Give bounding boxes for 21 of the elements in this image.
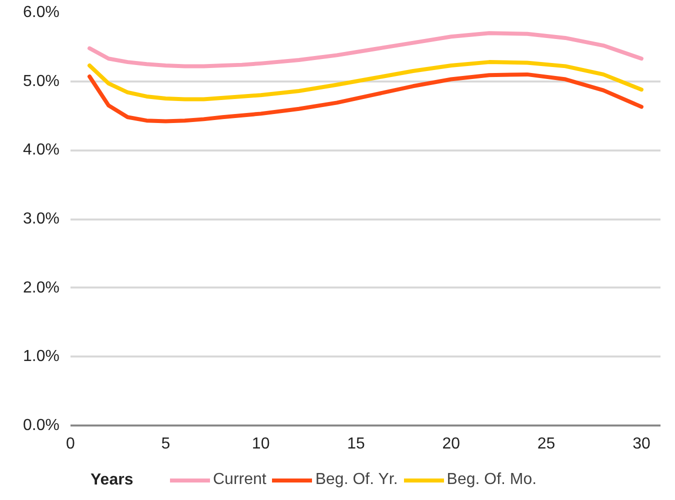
line-series [88,31,644,68]
y-tick-label: 0.0% [23,417,60,434]
legend-label: Beg. Of. Mo. [446,471,537,489]
y-tick-label: 5.0% [23,72,60,90]
x-tick-label: 20 [442,436,460,452]
y-tick-label: 6.0% [23,4,60,21]
y-tick-label: 1.0% [23,348,60,366]
line-series [88,72,644,124]
x-tick-label: 5 [161,436,170,452]
y-tick-label: 3.0% [23,210,60,228]
y-tick-label: 4.0% [23,142,60,159]
x-tick-label: 10 [252,436,270,452]
x-tick-label: 0 [66,436,76,452]
x-tick-label: 15 [347,436,365,452]
x-tick-label: 25 [537,436,556,452]
x-tick-label: 30 [632,436,650,452]
x-axis-title: Years [90,472,134,488]
legend-label: Beg. Of. Yr. [315,471,398,489]
y-tick-label: 2.0% [23,279,60,296]
line-series [88,60,644,102]
legend-label: Current [213,471,266,489]
